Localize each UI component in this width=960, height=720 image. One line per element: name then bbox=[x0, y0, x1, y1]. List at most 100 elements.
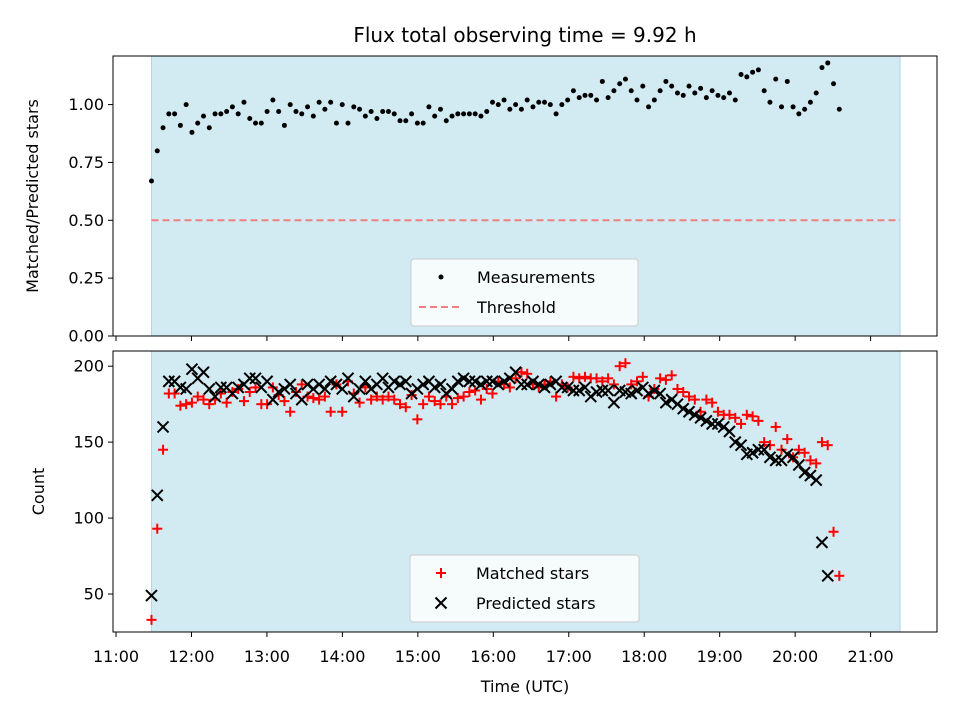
measurement-point bbox=[779, 104, 785, 110]
measurement-point bbox=[148, 178, 154, 184]
measurement-point bbox=[247, 115, 253, 121]
predicted-star-point bbox=[630, 384, 644, 397]
predicted-star-point bbox=[480, 375, 493, 388]
measurement-point bbox=[385, 109, 391, 115]
predicted-star-point bbox=[249, 372, 262, 385]
predicted-star-point bbox=[324, 375, 337, 388]
matched-star-point bbox=[782, 434, 793, 445]
measurement-point bbox=[536, 99, 542, 105]
chart-title: Flux total observing time = 9.92 h bbox=[353, 23, 696, 47]
measurement-point bbox=[391, 111, 397, 117]
predicted-star-point bbox=[179, 382, 193, 396]
predicted-star-point bbox=[336, 382, 349, 396]
legend-measurements-label: Measurements bbox=[477, 268, 595, 287]
measurement-point bbox=[322, 106, 328, 112]
predicted-star-point bbox=[763, 451, 777, 464]
measurement-point bbox=[628, 88, 634, 94]
measurement-point bbox=[726, 90, 732, 96]
predicted-star-point bbox=[463, 375, 476, 388]
predicted-star-point bbox=[815, 536, 829, 549]
x-tick-label: 17:00 bbox=[546, 647, 592, 666]
predicted-star-point bbox=[694, 411, 707, 425]
measurement-point bbox=[328, 99, 334, 105]
matched-star-point bbox=[730, 412, 741, 423]
measurement-point bbox=[201, 113, 207, 119]
measurement-point bbox=[403, 118, 409, 124]
predicted-star-point bbox=[659, 396, 673, 409]
predicted-star-point bbox=[648, 384, 661, 397]
measurement-point bbox=[570, 88, 576, 94]
measurement-point bbox=[698, 85, 704, 91]
predicted-star-point bbox=[746, 446, 759, 459]
measurement-point bbox=[755, 67, 761, 73]
matched-star-point bbox=[395, 399, 406, 410]
predicted-star-point bbox=[347, 390, 360, 403]
predicted-star-point bbox=[792, 458, 806, 472]
measurement-point bbox=[472, 111, 478, 117]
measurement-point bbox=[640, 83, 646, 89]
matched-star-point bbox=[579, 371, 590, 382]
measurement-point bbox=[437, 106, 443, 112]
matched-star-point bbox=[753, 415, 764, 426]
predicted-star-point bbox=[214, 381, 228, 394]
matched-star-point bbox=[603, 373, 614, 384]
measurement-point bbox=[195, 120, 201, 126]
x-tick-label: 16:00 bbox=[470, 647, 516, 666]
predicted-star-point bbox=[520, 378, 534, 391]
measurement-point bbox=[617, 81, 623, 87]
matched-star-point bbox=[325, 406, 336, 417]
measurement-point bbox=[235, 111, 241, 117]
predicted-star-point bbox=[272, 385, 285, 399]
matched-star-point bbox=[816, 437, 827, 448]
measurement-point bbox=[183, 102, 189, 108]
predicted-star-point bbox=[260, 375, 274, 388]
predicted-star-point bbox=[353, 382, 366, 396]
measurement-point bbox=[409, 111, 415, 117]
measurement-point bbox=[241, 99, 247, 105]
matched-star-point bbox=[741, 409, 752, 420]
predicted-star-point bbox=[156, 420, 170, 434]
measurement-point bbox=[501, 97, 507, 103]
matched-star-point bbox=[591, 373, 602, 384]
predicted-star-point bbox=[359, 375, 372, 388]
matched-star-point bbox=[707, 397, 718, 408]
measurement-point bbox=[357, 106, 363, 112]
matched-star-point bbox=[597, 376, 608, 387]
predicted-star-point bbox=[578, 381, 592, 394]
predicted-star-point bbox=[486, 375, 499, 388]
predicted-star-point bbox=[151, 489, 164, 502]
measurement-point bbox=[582, 92, 588, 98]
predicted-star-point bbox=[700, 414, 713, 428]
measurement-point bbox=[507, 106, 513, 112]
matched-star-point bbox=[158, 444, 169, 455]
matched-star-point bbox=[429, 396, 440, 407]
measurement-point bbox=[351, 104, 357, 110]
bottom-y-axis: 50 100 150 200 bbox=[73, 357, 113, 604]
predicted-star-point bbox=[474, 378, 488, 391]
matched-star-point bbox=[470, 385, 481, 396]
matched-star-point bbox=[238, 396, 249, 407]
measurement-point bbox=[663, 78, 669, 84]
legend-predicted-marker bbox=[434, 596, 448, 610]
predicted-star-point bbox=[682, 405, 696, 418]
top-y-tick-label: 0.25 bbox=[68, 269, 104, 288]
measurement-point bbox=[362, 113, 368, 119]
bottom-x-axis: 11:00 12:00 13:00 14:00 15:00 16:00 17:00 18:00… bbox=[93, 632, 894, 666]
bottom-y-tick-label: 50 bbox=[84, 585, 104, 604]
measurement-point bbox=[305, 104, 311, 110]
measurement-point bbox=[154, 148, 160, 154]
measurement-point bbox=[299, 111, 305, 117]
predicted-star-point bbox=[492, 378, 505, 391]
matched-star-point bbox=[464, 387, 475, 398]
predicted-star-point bbox=[388, 375, 401, 388]
matched-star-point bbox=[198, 394, 209, 405]
x-tick-label: 12:00 bbox=[168, 647, 214, 666]
measurement-point bbox=[692, 90, 698, 96]
measurement-point bbox=[669, 83, 675, 89]
predicted-star-point bbox=[416, 378, 430, 391]
predicted-star-point bbox=[509, 366, 522, 379]
bottom-marks bbox=[145, 358, 845, 625]
top-y-tick-label: 0.00 bbox=[68, 327, 104, 346]
matched-star-point bbox=[724, 409, 735, 420]
measurement-point bbox=[825, 60, 831, 66]
